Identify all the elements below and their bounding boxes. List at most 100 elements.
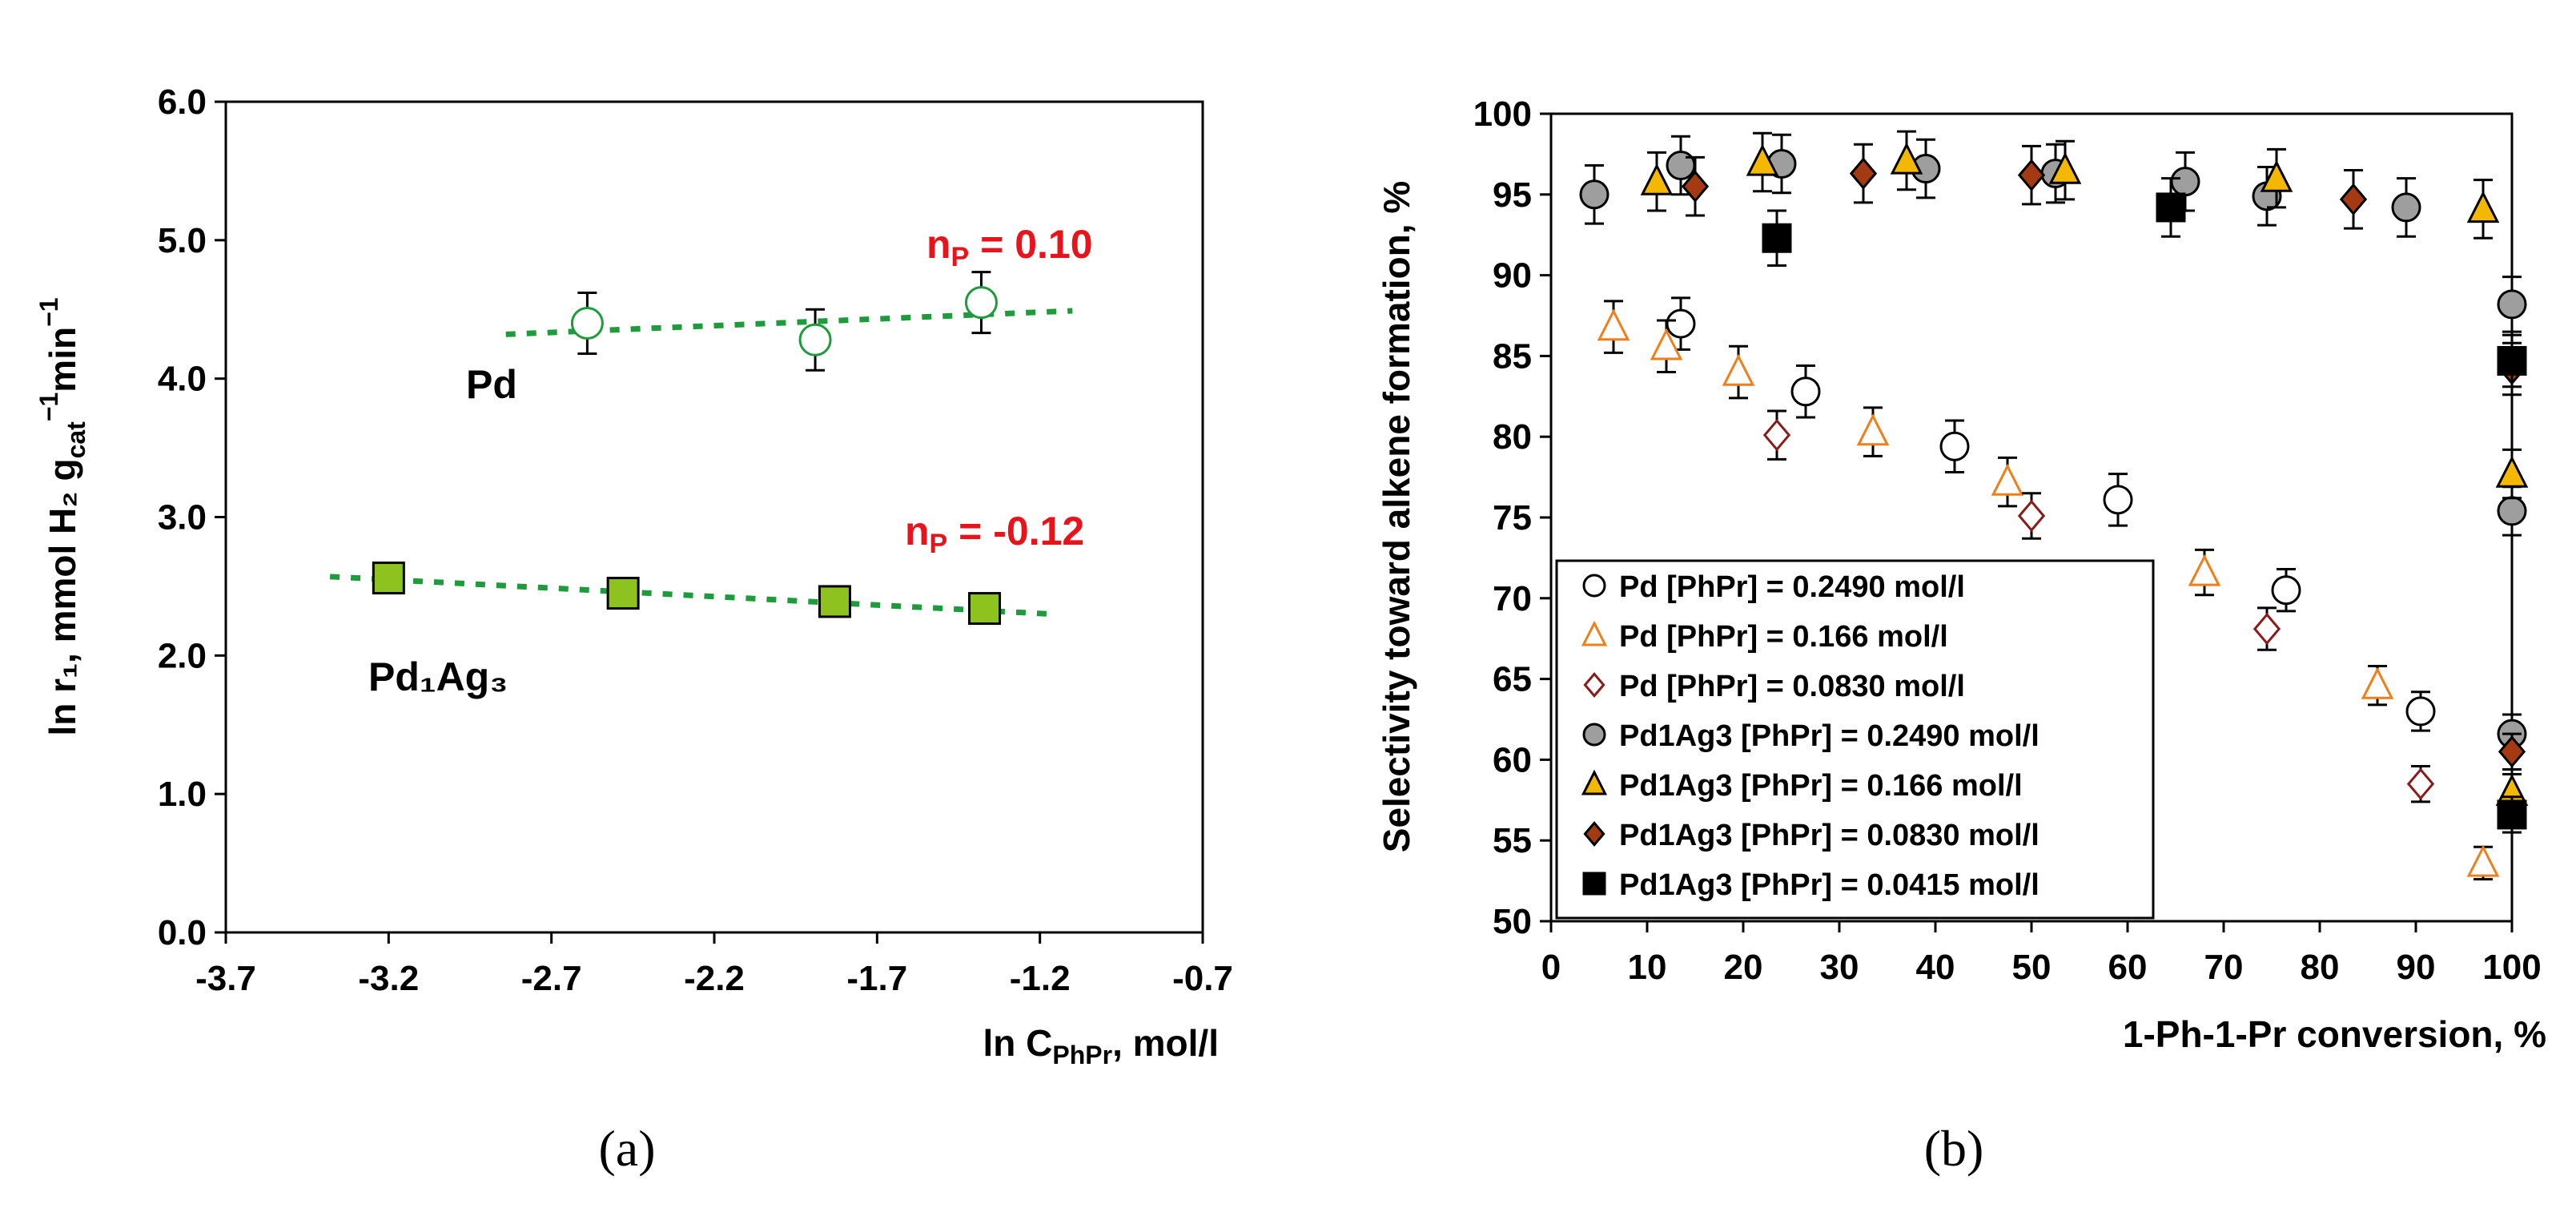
y-tick-label: 6.0 (158, 83, 207, 122)
data-point (1790, 376, 1821, 407)
data-point (964, 286, 998, 320)
x-tick-label: -1.2 (1010, 959, 1071, 998)
y-tick-label: 3.0 (158, 498, 207, 538)
x-tick-label: -3.2 (358, 959, 419, 998)
data-point (1640, 163, 1674, 195)
data-point (798, 323, 832, 356)
legend-label: Pd1Ag3 [PhPr] = 0.166 mol/l (1619, 769, 2023, 803)
x-tick-label: 40 (1916, 948, 1955, 987)
legend-frame (1555, 559, 2155, 920)
chart-a: 0.0 1.0 2.0 3.0 4.0 5.0 6.0 -3.7 -3.2 -2.7 -2.2 -1.… (34, 83, 1233, 1177)
data-point (2497, 345, 2527, 376)
panel-label-b: (b) (1924, 1120, 1984, 1177)
fit-line-pd1ag3 (329, 574, 1051, 617)
data-point (1597, 308, 1630, 341)
legend-marker (1581, 769, 1608, 795)
x-tick-label: -2.2 (684, 959, 745, 998)
legend-label: Pd [PhPr] = 0.2490 mol/l (1619, 570, 1965, 604)
legend-label: Pd [PhPr] = 0.0830 mol/l (1619, 670, 1965, 703)
data-point (1722, 353, 1755, 386)
panel-label-a: (a) (598, 1120, 655, 1177)
data-point (2406, 767, 2435, 800)
data-point (2498, 735, 2526, 768)
data-point (2495, 455, 2529, 488)
data-point (2188, 554, 2221, 586)
annotation-np-pd1ag3: nP = -0.12 (905, 509, 1084, 559)
legend-label: Pd1Ag3 [PhPr] = 0.0415 mol/l (1619, 868, 2040, 902)
chart-a-ylabel: ln r₁, mmol H₂ gcat−1min−1 (34, 297, 90, 735)
x-tick-label: -2.7 (521, 959, 582, 998)
data-point (968, 592, 1002, 626)
data-point (2466, 191, 2500, 223)
x-tick-label: 30 (1820, 948, 1859, 987)
series-label-pd1ag3: Pd₁Ag₃ (368, 654, 508, 699)
data-point (2497, 496, 2527, 526)
chart-b-xlabel: 1-Ph-1-Pr conversion, % (2123, 1013, 2546, 1055)
chart-b-ylabel: Selectivity toward alkene formation, % (1376, 181, 1417, 852)
legend-marker (1582, 872, 1606, 896)
y-tick-label: 60 (1493, 740, 1532, 779)
data-point (1762, 223, 1792, 253)
y-tick-label: 0.0 (158, 913, 207, 952)
chart-b-legend: Pd [PhPr] = 0.2490 mol/l Pd [PhPr] = 0.16… (1555, 559, 2155, 920)
data-point (570, 307, 604, 340)
x-tick-label: 0 (1541, 948, 1561, 987)
data-point (2271, 575, 2301, 606)
data-point (818, 585, 851, 618)
data-point (2361, 666, 2394, 699)
y-tick-label: 75 (1493, 498, 1532, 538)
y-tick-label: 5.0 (158, 221, 207, 260)
data-point (2391, 192, 2421, 223)
y-tick-label: 100 (1473, 95, 1532, 134)
data-point (1666, 308, 1696, 339)
data-point (1849, 157, 1878, 190)
annotation-np-pd: nP = 0.10 (926, 222, 1093, 272)
y-tick-label: 80 (1493, 417, 1532, 457)
data-point (2170, 167, 2200, 197)
legend-marker (1582, 723, 1606, 747)
data-point (1762, 419, 1791, 452)
series-label-pd: Pd (466, 362, 517, 407)
y-tick-label: 4.0 (158, 360, 207, 399)
data-point (2466, 844, 2500, 877)
legend-marker (1583, 821, 1605, 847)
x-tick-label: 90 (2397, 948, 2436, 987)
x-tick-label: 60 (2108, 948, 2148, 987)
data-point (2252, 612, 2281, 646)
chart-a-points (372, 271, 1002, 626)
legend-marker (1582, 574, 1606, 598)
data-point (2156, 192, 2186, 223)
data-point (1579, 179, 1609, 210)
data-point (372, 562, 405, 595)
data-point (1650, 328, 1683, 360)
data-point (1856, 413, 1890, 446)
legend-marker (1581, 620, 1608, 646)
legend-label: Pd1Ag3 [PhPr] = 0.0830 mol/l (1619, 819, 2040, 852)
x-tick-label: -3.7 (195, 959, 256, 998)
data-point (1746, 143, 1779, 176)
data-point (1939, 431, 1970, 461)
x-tick-label: 50 (2012, 948, 2052, 987)
chart-b: 50 55 60 65 70 75 80 85 90 95 100 0 10 20 30 40 50 60 70 80… (1376, 95, 2546, 1177)
y-tick-label: 55 (1493, 821, 1532, 860)
chart-a-ticks: 0.0 1.0 2.0 3.0 4.0 5.0 6.0 -3.7 -3.2 -2.7 -2.2 -1.… (158, 83, 1233, 998)
y-tick-label: 2.0 (158, 636, 207, 675)
data-point (1681, 170, 1710, 203)
x-tick-label: -1.7 (846, 959, 907, 998)
data-point (2497, 799, 2527, 830)
data-point (1666, 151, 1696, 181)
x-tick-label: 10 (1628, 948, 1667, 987)
data-point (606, 577, 640, 610)
data-point (2017, 159, 2046, 191)
legend-label: Pd [PhPr] = 0.166 mol/l (1619, 620, 1948, 654)
x-tick-label: 20 (1724, 948, 1763, 987)
data-point (2103, 485, 2133, 515)
data-point (2497, 289, 2527, 320)
x-tick-label: 80 (2301, 948, 2340, 987)
y-tick-label: 50 (1493, 902, 1532, 941)
chart-a-fit-lines (329, 308, 1073, 617)
data-point (2339, 183, 2368, 216)
chart-b-points (1579, 130, 2529, 881)
chart-b-ticks: 50 55 60 65 70 75 80 85 90 95 100 0 10 20 30 40 50 60 70 80… (1473, 95, 2542, 987)
data-point (2405, 696, 2436, 727)
